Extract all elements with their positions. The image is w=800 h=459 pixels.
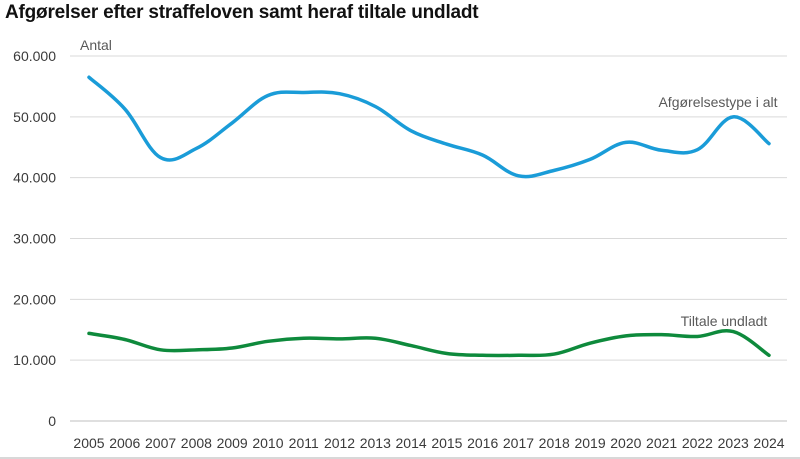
- x-tick-label: 2012: [324, 435, 355, 451]
- series-line-2: [87, 329, 771, 358]
- y-tick-label: 0: [48, 413, 56, 429]
- x-tick-label: 2022: [682, 435, 713, 451]
- y-tick-label: 60.000: [13, 48, 56, 64]
- x-tick-label: 2011: [289, 435, 319, 451]
- y-tick-label: 40.000: [13, 170, 56, 186]
- x-tick-label: 2020: [610, 435, 641, 451]
- chart-title: Afgørelser efter straffeloven samt heraf…: [5, 2, 479, 23]
- x-tick-label: 2024: [753, 435, 784, 451]
- x-axis-ticks: 2005 2006 2007 2008 2009 2010 2011 2012 2013 2014…: [73, 435, 784, 451]
- x-tick-label: 2013: [360, 435, 391, 451]
- x-tick-label: 2007: [145, 435, 176, 451]
- x-tick-label: 2006: [109, 435, 140, 451]
- x-tick-label: 2015: [431, 435, 462, 451]
- x-tick-label: 2009: [217, 435, 248, 451]
- series-lines: [87, 75, 771, 358]
- x-tick-label: 2018: [539, 435, 570, 451]
- x-tick-label: 2008: [181, 435, 212, 451]
- series-label-1: Afgørelsestype i alt: [658, 94, 777, 110]
- x-tick-label: 2023: [718, 435, 749, 451]
- y-tick-label: 10.000: [13, 352, 56, 368]
- y-axis-label: Antal: [80, 37, 112, 53]
- x-tick-label: 2016: [467, 435, 498, 451]
- y-axis-ticks: 0 10.000 20.000 30.000 40.000 50.000 60.000: [13, 48, 56, 429]
- x-tick-label: 2021: [646, 435, 677, 451]
- gridlines: [70, 55, 787, 422]
- x-tick-label: 2019: [574, 435, 605, 451]
- x-tick-label: 2017: [503, 435, 534, 451]
- series-line-1: [87, 75, 771, 179]
- y-tick-label: 30.000: [13, 231, 56, 247]
- series-label-2: Tiltale undladt: [681, 313, 768, 329]
- x-tick-label: 2014: [396, 435, 427, 451]
- x-tick-label: 2005: [73, 435, 104, 451]
- bottom-divider: [0, 457, 800, 459]
- series-labels: Afgørelsestype i alt Tiltale undladt: [658, 94, 777, 329]
- y-tick-label: 50.000: [13, 109, 56, 125]
- y-tick-label: 20.000: [13, 291, 56, 307]
- x-tick-label: 2010: [252, 435, 283, 451]
